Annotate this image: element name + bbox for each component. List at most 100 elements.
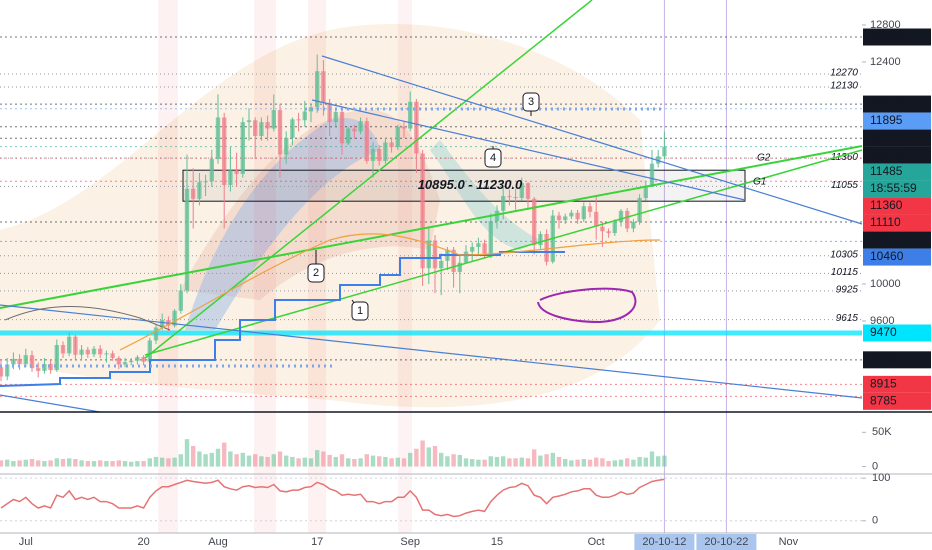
- volume-bar: [29, 459, 35, 467]
- candle-body: [141, 357, 146, 362]
- volume-bar: [253, 454, 258, 467]
- candle-body: [544, 234, 549, 262]
- callout-box: [307, 263, 325, 283]
- candle-body: [246, 120, 252, 123]
- candle-body: [79, 349, 84, 355]
- volume-bar: [439, 452, 444, 467]
- candle-body: [569, 212, 574, 217]
- price-box-label: 11110: [870, 215, 901, 229]
- indicator-line: [4, 306, 171, 331]
- oscillator-line: [0, 478, 665, 518]
- volume-bar: [575, 459, 580, 467]
- volume-bar: [346, 458, 351, 467]
- volume-bar: [513, 458, 518, 467]
- volume-bar: [110, 461, 115, 467]
- candle-body: [253, 120, 258, 136]
- x-tick-label: Sep: [400, 536, 420, 548]
- candle-body: [17, 358, 22, 364]
- volume-bar: [451, 454, 456, 467]
- trend-line: [0, 304, 863, 399]
- trend-line: [144, 0, 593, 359]
- zone-label: 10895.0 - 11230.0: [418, 177, 523, 192]
- candle-body: [631, 222, 636, 229]
- volume-bar: [643, 457, 648, 467]
- volume-bar: [470, 459, 475, 467]
- candle-body: [315, 71, 320, 108]
- candle-body: [160, 320, 165, 328]
- highlight-band: [158, 0, 178, 533]
- volume-bar: [290, 456, 295, 467]
- trend-line: [321, 55, 863, 225]
- volume-bar: [389, 458, 394, 467]
- trend-line: [0, 145, 863, 309]
- candle-body: [364, 121, 369, 161]
- candle-body: [333, 111, 338, 123]
- volume-bar: [60, 459, 66, 467]
- candle-body: [234, 170, 239, 174]
- candle-body: [240, 122, 245, 174]
- candle-body: [618, 210, 624, 223]
- price-box-label: 11945: [870, 96, 903, 110]
- candle-body: [581, 206, 586, 220]
- stop-line: [0, 251, 565, 387]
- time-marker-box: [634, 534, 695, 550]
- volume-bar: [104, 461, 109, 467]
- trend-line: [0, 394, 101, 413]
- candle-body: [290, 119, 295, 138]
- level-label: 10305: [830, 249, 858, 260]
- candle-body: [85, 349, 90, 355]
- candle-body: [432, 240, 438, 269]
- x-tick-label: Nov: [779, 536, 799, 548]
- candle-body: [0, 367, 4, 377]
- volume-bar: [98, 460, 103, 467]
- price-box-label: 12670: [870, 29, 904, 43]
- candle-body: [395, 126, 400, 148]
- candle-body: [426, 240, 431, 269]
- candle-body: [513, 197, 518, 199]
- volume-bar: [637, 456, 642, 467]
- volume-bar: [36, 460, 41, 467]
- volume-bar: [197, 451, 202, 467]
- candle-body: [439, 260, 444, 269]
- candle-body: [587, 206, 593, 212]
- volume-bar: [209, 452, 214, 467]
- volume-bar: [339, 454, 345, 467]
- candle-body: [153, 327, 159, 341]
- volume-bar: [525, 458, 531, 467]
- volume-bar: [563, 459, 568, 467]
- volume-bar: [594, 457, 599, 467]
- candle-body: [563, 216, 568, 221]
- y-tick-label: 100: [872, 472, 890, 484]
- candle-body: [215, 117, 221, 160]
- candle-body: [110, 353, 115, 358]
- candle-body: [532, 198, 537, 246]
- y-tick-label: 0: [872, 460, 878, 472]
- volume-bar: [122, 461, 128, 467]
- trend-line: [311, 99, 746, 201]
- candle-body: [358, 121, 363, 132]
- price-box: [863, 351, 931, 369]
- volume-bar: [116, 460, 121, 467]
- volume-bar: [11, 461, 16, 467]
- volume-bar: [432, 446, 438, 467]
- volume-bar: [457, 454, 462, 467]
- candle-body: [606, 231, 611, 234]
- level-label: 9925: [836, 285, 859, 296]
- candle-body: [420, 153, 425, 269]
- x-tick-label: Jul: [19, 536, 33, 548]
- volume-bar: [246, 455, 252, 467]
- volume-bar: [463, 458, 469, 467]
- candle-body: [556, 215, 562, 221]
- volume-bar: [17, 460, 22, 467]
- volume-bar: [191, 446, 196, 467]
- price-box: [863, 214, 931, 232]
- price-box: [863, 231, 931, 249]
- volume-bar: [153, 456, 159, 467]
- volume-bar: [494, 456, 500, 467]
- volume-bar: [587, 459, 593, 467]
- levels: 12270 12130 11360 11055 10305 10115 9925 9615: [0, 36, 862, 397]
- y-tick-label: 50K: [872, 426, 892, 438]
- candle-body: [209, 159, 214, 182]
- highlight-band: [254, 0, 276, 533]
- moving-average: [119, 233, 661, 351]
